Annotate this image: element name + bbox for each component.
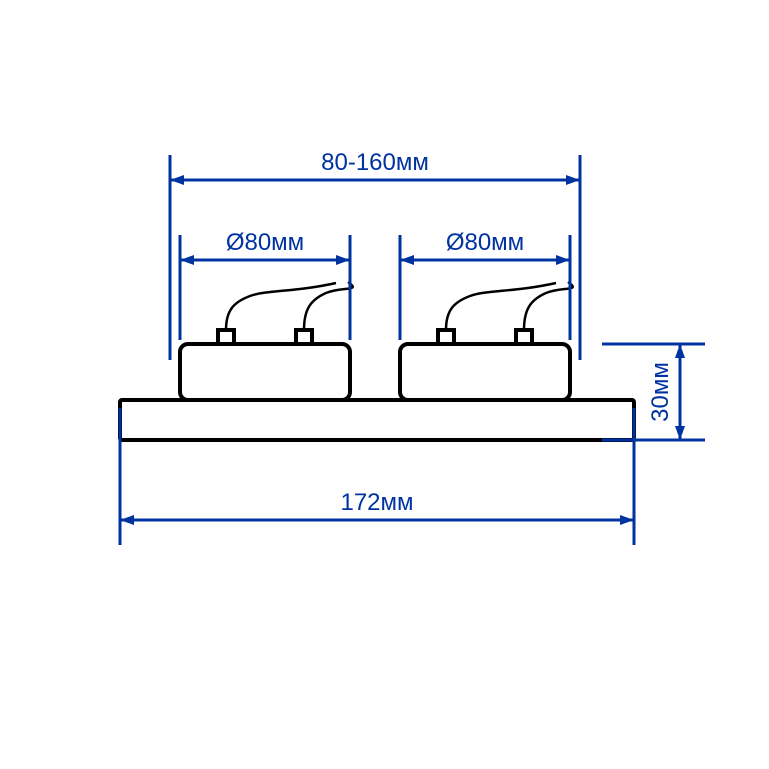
wire-1 [304, 282, 353, 330]
connector-tab-0 [218, 330, 234, 344]
arrowhead [170, 175, 184, 185]
arrowhead [336, 255, 350, 265]
connector-tab-1 [296, 330, 312, 344]
cap-left [180, 344, 350, 400]
dim-dia-right-label: Ø80мм [446, 229, 524, 256]
wire-0 [226, 283, 336, 330]
arrowhead [180, 255, 194, 265]
dim-bottom-label: 172мм [340, 489, 413, 516]
arrowhead [556, 255, 570, 265]
arrowhead [675, 426, 685, 440]
wire-2 [446, 283, 556, 330]
base-plate [120, 400, 634, 440]
dim-top-label: 80-160мм [321, 149, 429, 176]
arrowhead [566, 175, 580, 185]
arrowhead [120, 515, 134, 525]
wire-3 [524, 282, 573, 330]
technical-drawing: 80-160мм Ø80мм Ø80мм 172мм 30мм [0, 0, 769, 769]
cap-right [400, 344, 570, 400]
connector-tab-3 [516, 330, 532, 344]
arrowhead [675, 344, 685, 358]
connector-tab-2 [438, 330, 454, 344]
dim-height-label: 30мм [647, 362, 674, 422]
arrowhead [620, 515, 634, 525]
arrowhead [400, 255, 414, 265]
dim-dia-left-label: Ø80мм [226, 229, 304, 256]
